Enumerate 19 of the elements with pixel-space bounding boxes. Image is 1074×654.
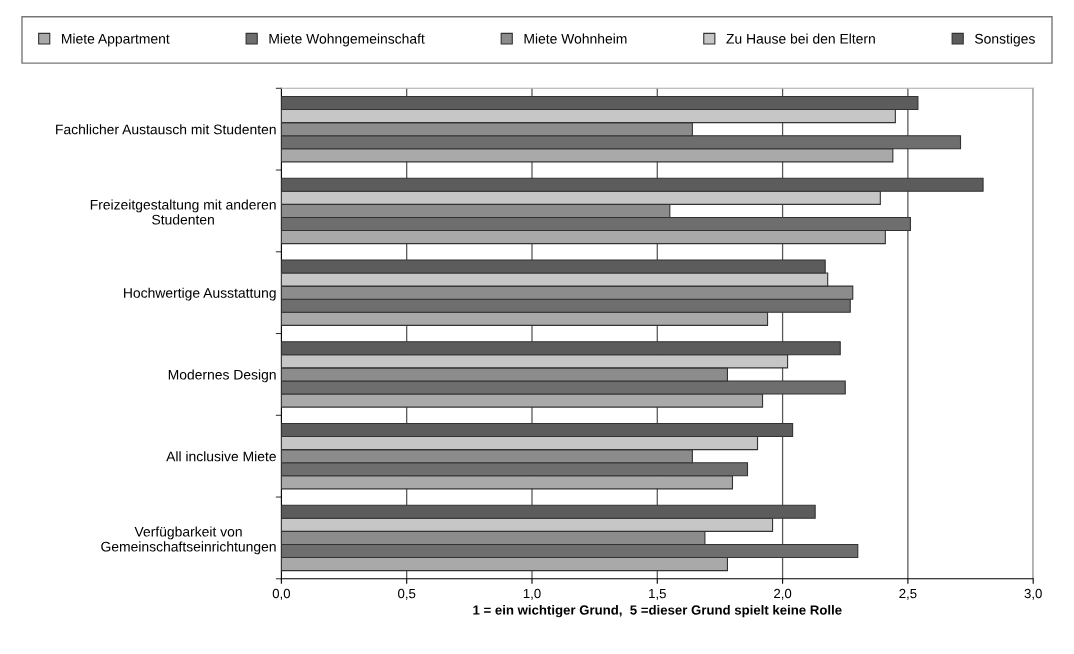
y-tick-label: Verfügbarkeit von Gemeinschaftseinrichtungen <box>101 526 276 555</box>
legend-label: Zu Hause bei den Eltern <box>726 33 875 44</box>
y-tick-label: Fachlicher Austausch mit Studenten <box>56 124 276 135</box>
legend-label: Miete Wohngemeinschaft <box>269 33 425 47</box>
x-tick-label: 0,5 <box>398 588 416 600</box>
x-tick-label: 3,0 <box>1024 588 1042 600</box>
y-tick-label: All inclusive Miete <box>166 451 276 462</box>
y-tick-label: Hochwertige Ausstattung <box>124 287 276 301</box>
legend-label: Sonstiges <box>974 33 1035 47</box>
legend-label: Miete Wohnheim <box>524 33 627 44</box>
x-tick-label: 2,0 <box>774 588 792 600</box>
x-tick-label: 1,0 <box>523 588 541 600</box>
y-tick-label: Modernes Design <box>168 369 276 383</box>
x-tick-label: 2,5 <box>899 588 917 600</box>
x-axis-title: 1 = ein wichtiger Grund, 5 =dieser Grund spielt keine Rolle <box>473 604 842 618</box>
x-tick-label: 1,5 <box>649 589 666 600</box>
y-tick-label: Freizeitgestaltung mit anderen Studenten <box>90 199 276 225</box>
x-tick-label: 0,0 <box>272 588 291 600</box>
legend-label: Miete Appartment <box>62 33 170 47</box>
